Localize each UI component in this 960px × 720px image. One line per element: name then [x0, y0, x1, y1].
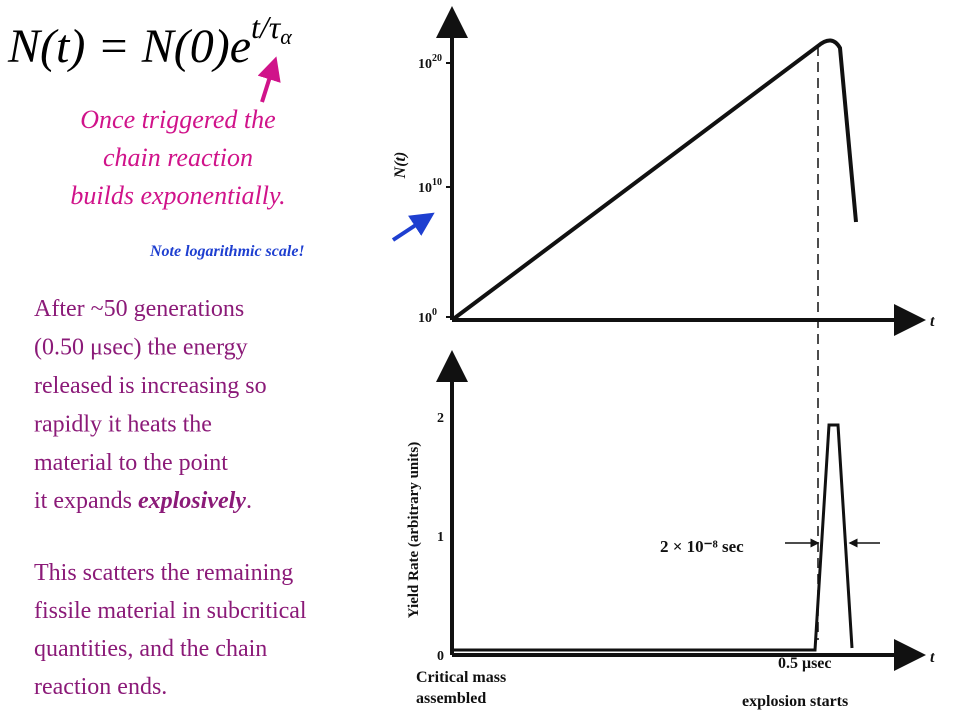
tick-label: 1	[437, 530, 444, 545]
paragraph-line: quantities, and the chain	[34, 636, 267, 662]
x-mark: 0.5 μsec	[778, 655, 832, 672]
tick-label: 0	[437, 649, 444, 664]
arrow	[257, 56, 281, 103]
tick-label: 1010	[418, 177, 442, 196]
y-label: N(t)	[392, 152, 409, 180]
arrow	[391, 212, 435, 242]
x-label: t	[930, 313, 935, 330]
paragraph-line: After ~50 generations	[34, 296, 244, 322]
paragraph-line: rapidly it heats the	[34, 412, 212, 438]
tick-exp: 20	[432, 53, 442, 64]
note-log: Note logarithmic scale!	[149, 243, 305, 260]
tick-base: 10	[418, 57, 432, 72]
curve	[452, 423, 854, 652]
curve	[450, 38, 858, 322]
paragraph-line: (0.50 μsec) the energy	[34, 335, 248, 361]
tick-exp: 10	[432, 177, 442, 188]
note-line: chain reaction	[103, 143, 253, 172]
paragraph-line: reaction ends.	[34, 674, 167, 700]
caption: explosion starts	[742, 693, 848, 710]
paragraph-line: fissile material in subcritical	[34, 598, 307, 624]
y-label: Yield Rate (arbitrary units)	[406, 442, 422, 619]
paragraph-line: This scatters the remaining	[34, 560, 293, 586]
caption: assembled	[416, 690, 486, 707]
tick-label: 1020	[418, 53, 442, 72]
tick-label: 100	[418, 307, 437, 326]
caption: Critical mass	[416, 669, 506, 686]
note-line: Once triggered the	[80, 105, 275, 134]
paragraph-line: released is increasing so	[34, 373, 267, 399]
x-label: t	[930, 649, 935, 666]
paragraph-line: it expands explosively.	[34, 488, 252, 514]
note-line: builds exponentially.	[70, 181, 285, 210]
tick-base: 10	[418, 311, 432, 326]
tick-base: 10	[418, 181, 432, 196]
formula: N(t) = N(0)et/τα	[7, 9, 292, 73]
tick-exp: 0	[432, 307, 437, 318]
tick-label: 2	[437, 411, 444, 426]
width-note: 2 × 10⁻⁸ sec	[660, 537, 744, 556]
paragraph-line: material to the point	[34, 450, 228, 476]
